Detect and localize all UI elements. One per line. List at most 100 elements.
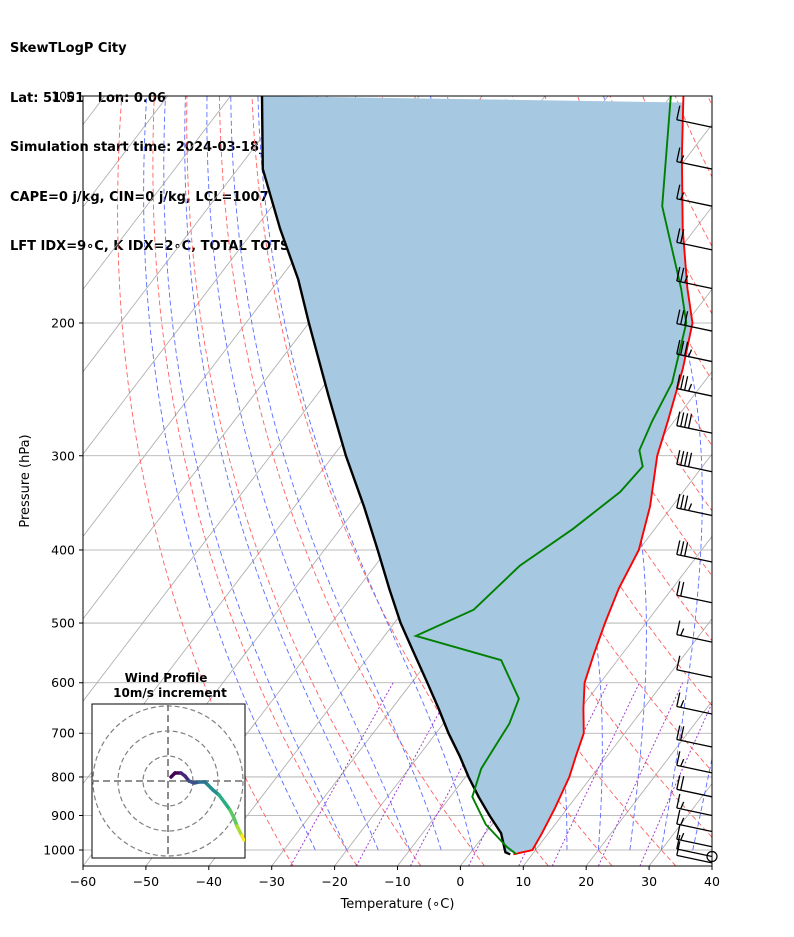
wind-barb bbox=[676, 751, 713, 774]
barb-feather bbox=[683, 495, 689, 510]
mixing-ratio-line bbox=[518, 682, 609, 866]
x-tick-label: 30 bbox=[641, 874, 657, 889]
barb-feather bbox=[680, 192, 685, 200]
barb-shaft bbox=[676, 669, 713, 678]
wind-barb bbox=[676, 725, 713, 748]
barb-feather bbox=[680, 832, 685, 841]
wind-barb bbox=[676, 309, 713, 332]
moist-adiabat bbox=[206, 96, 411, 851]
barb-feather bbox=[680, 340, 685, 356]
y-tick-label: 100 bbox=[51, 89, 75, 104]
x-tick-label: −50 bbox=[133, 874, 159, 889]
barb-feather bbox=[676, 339, 681, 355]
dry-adiabat bbox=[544, 96, 712, 447]
barb-feather bbox=[676, 493, 681, 509]
barb-feather bbox=[680, 726, 685, 741]
barb-feather bbox=[676, 374, 681, 389]
x-axis-label: Temperature (∘C) bbox=[340, 897, 455, 912]
profile-lines bbox=[260, 96, 694, 856]
moist-adiabat bbox=[257, 96, 474, 851]
barb-shaft bbox=[676, 241, 713, 251]
barb-feather bbox=[683, 341, 689, 356]
barb-feather bbox=[680, 155, 685, 163]
wind-barb bbox=[676, 450, 713, 473]
barb-shaft bbox=[676, 848, 713, 858]
barb-feather bbox=[676, 793, 681, 809]
barb-shaft bbox=[676, 119, 713, 128]
barb-feather bbox=[676, 581, 681, 596]
dry-adiabat bbox=[773, 96, 794, 866]
moist-adiabat bbox=[692, 756, 712, 851]
wind-barb bbox=[676, 374, 713, 397]
mixing-ratio-line bbox=[551, 682, 640, 866]
y-tick-label: 900 bbox=[51, 808, 75, 823]
barb-shaft bbox=[676, 705, 713, 715]
barb-feather bbox=[676, 775, 681, 790]
wind-barb bbox=[676, 493, 713, 517]
barb-shaft bbox=[676, 353, 713, 363]
wind-barb bbox=[676, 581, 713, 604]
barb-feather bbox=[676, 834, 681, 850]
wind-barb bbox=[676, 228, 713, 251]
barb-shaft bbox=[676, 807, 713, 817]
barb-feather bbox=[680, 700, 685, 708]
wind-barb bbox=[676, 655, 713, 678]
moist-adiabat bbox=[143, 96, 316, 851]
barb-feather bbox=[676, 841, 681, 856]
barb-feather bbox=[680, 267, 685, 282]
x-tick-label: −40 bbox=[196, 874, 222, 889]
barb-feather bbox=[680, 776, 685, 791]
barb-feather bbox=[676, 309, 681, 324]
wind-barb bbox=[676, 184, 713, 207]
barb-feather bbox=[680, 375, 685, 390]
barb-feather bbox=[683, 311, 689, 326]
barb-feather bbox=[676, 809, 681, 825]
isotherm-line bbox=[711, 865, 712, 866]
barb-feather bbox=[687, 349, 693, 357]
header-location: Lat: 51.51 Lon: 0.06 bbox=[10, 90, 166, 106]
moist-adiabat bbox=[184, 96, 379, 851]
barb-feather bbox=[683, 376, 689, 391]
x-tick-label: −20 bbox=[321, 874, 347, 889]
barb-feather bbox=[680, 758, 685, 767]
dry-adiabat bbox=[740, 96, 794, 866]
moist-adiabat bbox=[603, 96, 703, 851]
mixing-ratio-line bbox=[639, 702, 712, 866]
axes: −60 −50 −40 −30 −20 −10 0 10 20 30 40 100 200 300 400 5… bbox=[43, 89, 720, 890]
barb-feather bbox=[676, 105, 681, 120]
isotherm-line bbox=[775, 96, 794, 866]
barb-feather bbox=[680, 581, 685, 597]
inset-title: Wind Profile bbox=[125, 671, 208, 685]
barb-feather bbox=[680, 801, 685, 810]
barb-feather bbox=[676, 725, 681, 740]
barb-feather bbox=[684, 275, 689, 283]
x-tick-label: 20 bbox=[578, 874, 594, 889]
inset-subtitle: 10m/s increment bbox=[113, 686, 227, 700]
barb-feather bbox=[676, 540, 681, 555]
wind-profile-inset: Wind Profile 10m/s increment bbox=[91, 671, 246, 859]
barb-feather bbox=[680, 450, 685, 466]
barb-shaft bbox=[676, 507, 713, 517]
y-tick-label: 200 bbox=[51, 315, 75, 330]
barb-shaft bbox=[676, 854, 713, 864]
barb-shaft bbox=[676, 788, 713, 798]
wind-barb bbox=[676, 825, 713, 848]
wind-barb bbox=[676, 411, 713, 434]
barb-feather bbox=[680, 817, 685, 826]
barb-shaft bbox=[676, 198, 713, 207]
barb-feather bbox=[676, 411, 681, 426]
wind-barbs bbox=[676, 105, 718, 864]
barb-feather bbox=[676, 450, 681, 465]
barb-feather bbox=[680, 494, 685, 509]
y-tick-label: 800 bbox=[51, 769, 75, 784]
y-tick-label: 700 bbox=[51, 726, 75, 741]
barb-feather bbox=[680, 310, 685, 325]
barb-feather bbox=[683, 451, 689, 467]
x-tick-label: −10 bbox=[384, 874, 410, 889]
isotherm-line bbox=[585, 700, 712, 866]
wind-barb bbox=[676, 834, 713, 858]
barb-feather bbox=[680, 628, 685, 636]
inset-hodograph bbox=[92, 704, 245, 858]
x-tick-label: 0 bbox=[456, 874, 464, 889]
